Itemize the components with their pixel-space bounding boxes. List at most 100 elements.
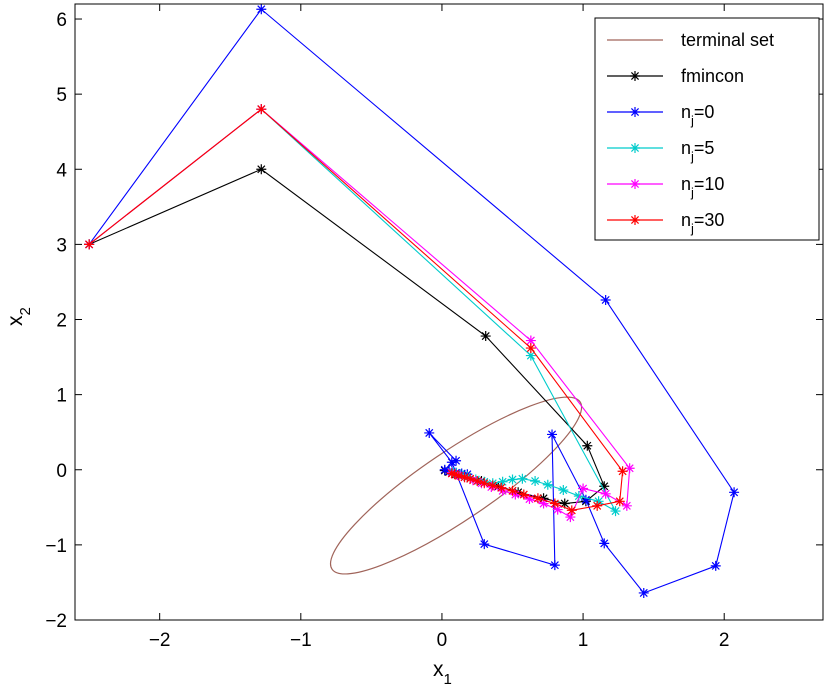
series-1-point-14 [439,464,450,475]
series-2-point-5 [573,491,584,502]
x-tick-label-2: 0 [437,630,448,651]
legend-entry-0: terminal set [607,30,774,50]
series-2-point-10 [507,474,518,485]
legend-box [594,17,820,241]
terminal-set-layer [329,396,583,575]
series-3-point-8 [552,504,563,515]
legend-marker-3 [630,143,640,153]
series-3-point-6 [578,483,589,494]
series-0-point-6 [559,498,570,509]
terminal-set-ellipse [329,396,583,575]
legend-entry-2: nj=0 [607,102,714,128]
series-2-point-8 [530,476,541,487]
series-4-point-1 [256,104,267,115]
series-4-point-4 [614,496,625,507]
series-4-point-9 [518,489,529,500]
y-axis-label: x2 [4,307,34,326]
series-3-point-7 [565,512,576,523]
legend-marker-2 [630,107,640,117]
y-tick-label-2: 0 [56,461,67,482]
series-4-point-15 [465,473,476,484]
series-4-point-17 [453,470,464,481]
legend-marker-1 [630,71,640,81]
series-1-point-11 [446,457,457,468]
series-4-point-11 [496,482,507,493]
series-0-point-1 [256,164,267,175]
series-4-point-13 [479,478,490,489]
series-3-point-2 [525,335,536,346]
series-1-point-12 [424,427,435,438]
series-3-point-4 [621,500,632,511]
series-2-point-6 [558,485,569,496]
legend-entry-4: nj=10 [607,174,724,200]
series-4-point-12 [487,480,498,491]
series-1-point-13 [451,455,462,466]
series-4-point-5 [592,500,603,511]
legend-label-3: nj=5 [681,138,714,164]
legend-label-5: nj=30 [681,210,724,236]
x-tick-label-1: −1 [290,630,312,651]
series-4-point-7 [549,498,560,509]
x-tick-label-4: 2 [719,630,730,651]
series-3-point-3 [624,463,635,474]
series-4-point-14 [472,476,483,487]
series-1-point-4 [710,560,721,571]
series-4-point-8 [532,493,543,504]
series-1-point-3 [729,487,740,498]
series-4-point-3 [617,466,628,477]
series-1-point-9 [549,560,560,571]
axes-box [74,3,824,621]
y-tick-label-0: −2 [45,611,67,632]
series-2-point-4 [593,496,604,507]
x-axis-label: x1 [433,658,452,688]
legend-entry-5: nj=30 [607,210,724,236]
series-1-point-1 [256,4,267,15]
x-tick-label-0: −2 [149,630,171,651]
series-0-point-2 [480,331,491,342]
series-2-point-2 [525,350,536,361]
series-2-point-7 [542,479,553,490]
legend: terminal set fmincon nj=0 nj=5 nj=10 nj=30 [594,17,820,241]
x-tick-label-3: 1 [578,630,589,651]
series-1-point-6 [599,538,610,549]
series-2-point-9 [517,473,528,484]
series-1-point-5 [638,587,649,598]
series-1-point-7 [580,494,591,505]
y-tick-label-3: 1 [56,386,67,407]
axis-labels: x1 x2 [4,307,452,688]
legend-marker-4 [630,179,640,189]
series-4 [84,104,628,516]
series-1-point-2 [600,294,611,305]
series-4-point-18 [449,469,460,480]
legend-label-0: terminal set [681,30,774,50]
series-2-point-3 [610,506,621,517]
series-3-point-11 [510,489,521,500]
y-tick-label-7: 5 [56,85,67,106]
legend-label-1: fmincon [681,66,744,86]
legend-label-4: nj=10 [681,174,724,200]
y-tick-label-4: 2 [56,311,67,332]
series-3-point-5 [600,488,611,499]
legend-entry-1: fmincon [607,66,744,86]
legend-marker-5 [630,215,640,225]
series-4-point-6 [566,505,577,516]
series-3-point-15 [467,475,478,486]
series-0-point-4 [599,481,610,492]
series-3-point-12 [497,485,508,496]
y-tick-label-8: 6 [56,10,67,31]
series-0-point-9 [493,481,504,492]
axes-layer: −2 −1 0 1 2 −2 −1 0 1 2 3 4 5 6 [45,3,824,651]
series-1-point-10 [479,539,490,550]
series-4-point-16 [459,472,470,483]
series-0-point-3 [582,440,593,451]
series-3-point-9 [538,498,549,509]
series-2-point-11 [497,476,508,487]
y-tick-label-1: −1 [45,536,67,557]
series-4-point-2 [525,343,536,354]
y-tick-label-6: 4 [56,160,67,181]
series-3-point-10 [524,494,535,505]
legend-label-2: nj=0 [681,102,714,128]
legend-entry-3: nj=5 [607,138,714,164]
y-tick-label-5: 3 [56,235,67,256]
